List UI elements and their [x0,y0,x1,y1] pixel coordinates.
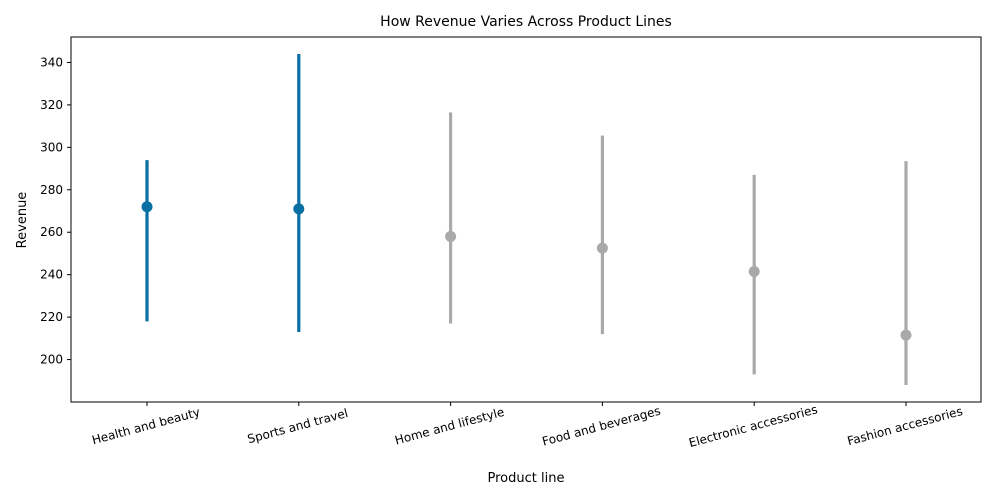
chart-title: How Revenue Varies Across Product Lines [380,14,672,30]
y-tick-label: 340 [40,55,63,69]
x-tick-label: Electronic accessories [687,402,819,450]
y-tick-label: 300 [40,140,63,154]
x-tick-label: Health and beauty [90,405,201,447]
y-tick-label: 280 [40,183,63,197]
data-series [141,53,912,386]
x-tick-label: Sports and travel [246,406,350,446]
y-axis: 200 220 240 260 280 300 320 340 [40,55,71,367]
y-tick-label: 260 [40,225,63,239]
x-tick-label: Fashion accessories [846,404,964,448]
y-tick-label: 220 [40,310,63,324]
x-axis-label: Product line [488,471,565,486]
data-point [596,242,608,254]
data-point [748,265,760,277]
x-tick-label: Food and beverages [541,404,662,449]
x-axis: Health and beauty Sports and travel Home a… [90,402,964,450]
data-point [900,329,912,341]
y-tick-label: 320 [40,98,63,112]
axes-frame [70,36,982,403]
x-tick-label: Home and lifestyle [393,405,505,448]
plot-area: 200 220 240 260 280 300 320 340 Health and beau… [40,36,982,450]
data-point [293,203,305,215]
data-point [445,230,457,242]
y-axis-label: Revenue [15,192,30,249]
data-point [141,201,153,213]
y-tick-label: 240 [40,268,63,282]
y-tick-label: 200 [40,353,63,367]
